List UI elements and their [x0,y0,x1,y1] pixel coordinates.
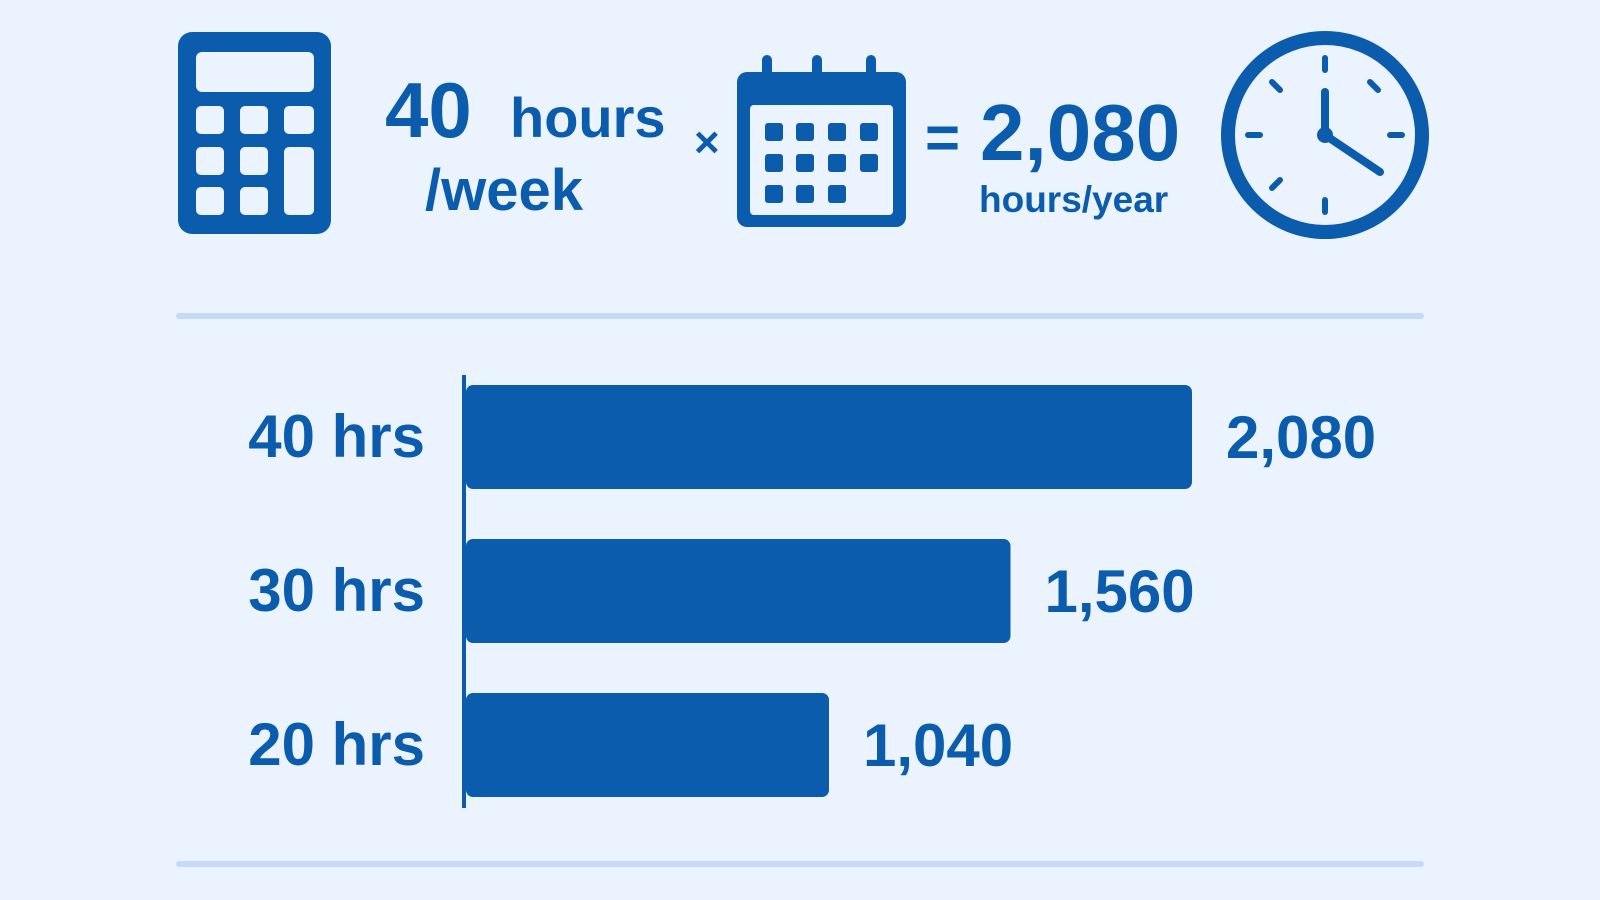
divider [176,313,1424,319]
bar [466,385,1192,489]
calculator-icon [178,32,331,234]
divider [176,861,1424,867]
value-label: 1,040 [863,712,1013,779]
times-sign: × [694,118,720,167]
rate-number: 40 [385,66,472,154]
clock-icon [1221,31,1429,239]
bar [466,539,1011,643]
value-label: 1,560 [1045,558,1195,625]
rate-unit: hours [510,86,666,149]
value-label: 2,080 [1226,404,1376,471]
category-label: 20 hrs [248,711,425,778]
total-hours: 2,080 [980,88,1180,177]
category-label: 40 hrs [248,403,425,470]
bar [466,693,829,797]
calendar-icon [737,55,906,227]
rate-period: /week [425,158,584,223]
category-label: 30 hrs [248,557,425,624]
bar-chart: 40 hrs 2,080 30 hrs 1,560 20 hrs 1,040 [248,385,1376,797]
equals-sign: = [925,104,960,171]
total-unit: hours/year [979,179,1168,220]
